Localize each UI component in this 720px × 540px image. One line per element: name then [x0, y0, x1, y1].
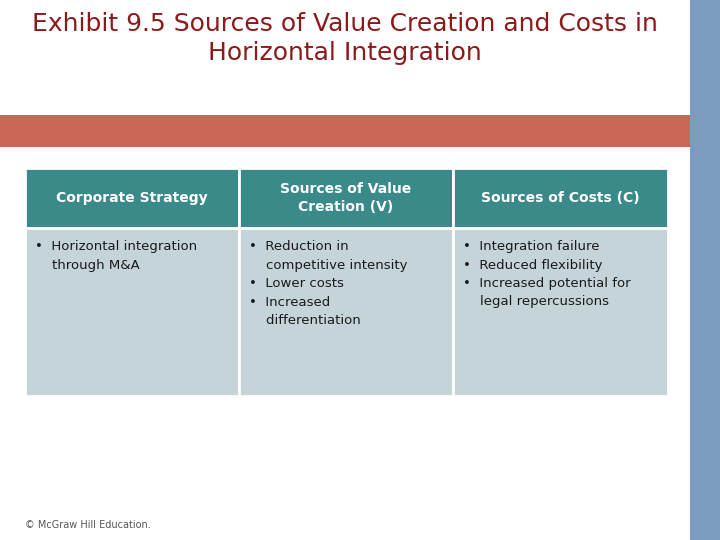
Bar: [453, 228, 668, 396]
Bar: [0, 115, 690, 147]
Text: Exhibit 9.5 Sources of Value Creation and Costs in
Horizontal Integration: Exhibit 9.5 Sources of Value Creation an…: [32, 12, 658, 65]
Bar: [690, 0, 720, 540]
Text: Sources of Costs (C): Sources of Costs (C): [481, 191, 640, 205]
Bar: [239, 168, 453, 228]
Text: •  Horizontal integration
    through M&A: • Horizontal integration through M&A: [35, 240, 197, 272]
Text: Sources of Value
Creation (V): Sources of Value Creation (V): [280, 183, 412, 214]
Bar: [239, 228, 453, 396]
Bar: [25, 228, 239, 396]
Text: •  Integration failure
•  Reduced flexibility
•  Increased potential for
    leg: • Integration failure • Reduced flexibil…: [463, 240, 631, 308]
Bar: [25, 168, 239, 228]
Text: •  Reduction in
    competitive intensity
•  Lower costs
•  Increased
    differ: • Reduction in competitive intensity • L…: [249, 240, 408, 327]
Bar: [453, 168, 668, 228]
Text: Corporate Strategy: Corporate Strategy: [56, 191, 208, 205]
Text: © McGraw Hill Education.: © McGraw Hill Education.: [25, 520, 150, 530]
